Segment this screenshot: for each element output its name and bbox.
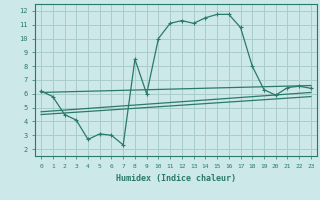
X-axis label: Humidex (Indice chaleur): Humidex (Indice chaleur) bbox=[116, 174, 236, 183]
